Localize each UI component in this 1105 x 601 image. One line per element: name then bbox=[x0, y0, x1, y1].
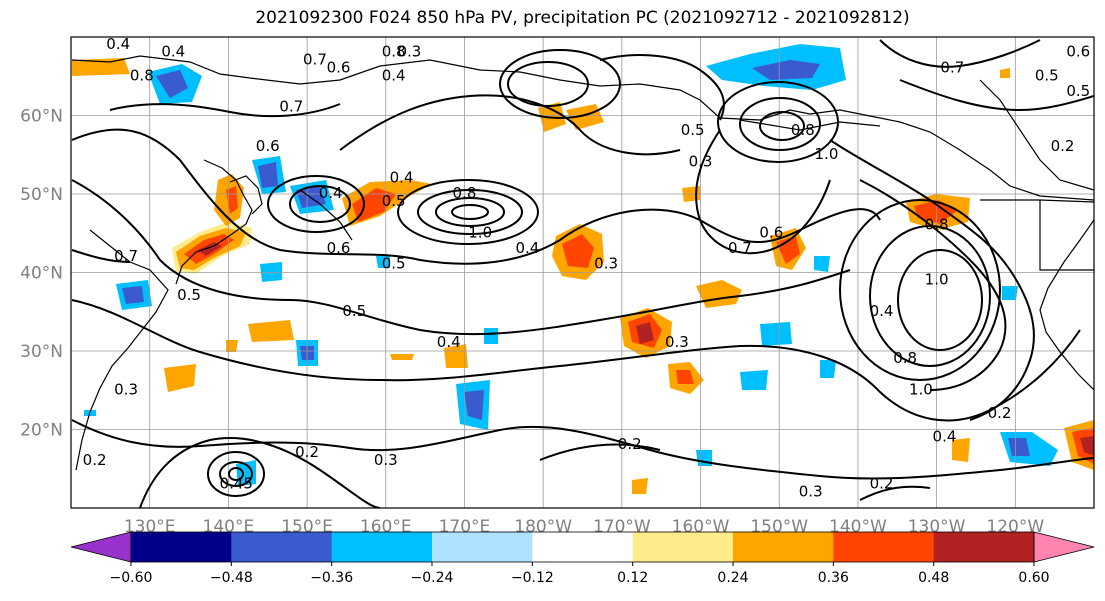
contour-label: 0.5 bbox=[1035, 66, 1059, 84]
latitude-label: 60°N bbox=[20, 107, 63, 127]
colorbar-segment bbox=[632, 532, 734, 562]
contour-label: 0.4 bbox=[515, 239, 539, 257]
contour-label: 0.4 bbox=[382, 66, 406, 84]
contour-label: 0.4 bbox=[106, 35, 130, 53]
contour-label: 0.8 bbox=[925, 215, 949, 233]
map-frame bbox=[70, 36, 1095, 509]
pv-contours bbox=[71, 39, 1094, 508]
colorbar-segment bbox=[432, 532, 533, 562]
contour-label: 0.3 bbox=[689, 153, 713, 171]
precipitation-shading bbox=[72, 44, 1094, 494]
colorbar-tick-label: 0.24 bbox=[717, 570, 748, 586]
colorbar-segment bbox=[933, 532, 1035, 562]
map-title: 2021092300 F024 850 hPa PV, precipitatio… bbox=[255, 8, 910, 28]
contour-label: 0.3 bbox=[799, 482, 823, 500]
coastlines bbox=[71, 55, 1094, 471]
latitude-label: 40°N bbox=[20, 264, 63, 284]
latitude-label: 20°N bbox=[20, 421, 63, 441]
contour-label: 0.6 bbox=[256, 137, 280, 155]
colorbar-extend-high bbox=[1033, 531, 1095, 563]
contour-label: 0.5 bbox=[177, 286, 201, 304]
contour-label: 0.8 bbox=[791, 121, 815, 139]
colorbar-segment bbox=[833, 532, 935, 562]
contour-label: 0.6 bbox=[327, 239, 351, 257]
colorbar-segment bbox=[733, 532, 834, 562]
contour-label: 0.2 bbox=[83, 451, 107, 469]
contour-label: 0.8 bbox=[130, 66, 154, 84]
contour-label: 1.0 bbox=[909, 380, 933, 398]
latitude-label: 50°N bbox=[20, 185, 63, 205]
contour-labels: 0.4 0.40.80.7 0.6 0.40.70.60.40.81.00.60.50… bbox=[83, 35, 1091, 500]
contour-label: 0.5 bbox=[382, 255, 406, 273]
contour-label: 0.3 bbox=[114, 380, 138, 398]
colorbar-tick-label: −0.36 bbox=[310, 570, 353, 586]
colorbar-tick-label: 0.36 bbox=[818, 570, 849, 586]
contour-label: 0.2 bbox=[870, 474, 894, 492]
contour-label: 0.3 bbox=[374, 451, 398, 469]
contour-label: 0.5 bbox=[1066, 82, 1090, 100]
contour-label: 0.7 bbox=[279, 98, 303, 116]
colorbar-tick-label: 0.60 bbox=[1018, 570, 1049, 586]
contour-label: 0.6 bbox=[759, 223, 783, 241]
contour-label: 0.3 bbox=[594, 255, 618, 273]
latitude-labels: 20°N 30°N 40°N 50°N 60°N bbox=[20, 107, 63, 441]
contour-label: 0.45 bbox=[220, 474, 253, 492]
contour-label: 0.4 bbox=[870, 302, 894, 320]
contour-label: 0.5 bbox=[382, 192, 406, 210]
colorbar-segment bbox=[331, 532, 433, 562]
colorbar: −0.60 −0.48 −0.36 −0.24 −0.12 0.12 0.24 0.36 0.4… bbox=[70, 531, 1095, 586]
contour-label: 0.5 bbox=[681, 121, 705, 139]
contour-label: 0.2 bbox=[618, 435, 642, 453]
colorbar-segment bbox=[131, 532, 232, 562]
colorbar-tick-label: 0.12 bbox=[617, 570, 648, 586]
contour-label: 0.8 bbox=[453, 184, 477, 202]
contour-label: 0.7 bbox=[114, 247, 138, 265]
colorbar-tick-label: −0.48 bbox=[210, 570, 253, 586]
latitude-label: 30°N bbox=[20, 342, 63, 362]
contour-label: 0.4 bbox=[933, 427, 957, 445]
colorbar-extend-low bbox=[70, 531, 132, 563]
colorbar-segment bbox=[532, 532, 634, 562]
contour-label: 0.3 bbox=[665, 333, 689, 351]
colorbar-outline bbox=[130, 531, 1035, 563]
contour-label: 0.3 bbox=[397, 43, 421, 61]
colorbar-tick-label: −0.24 bbox=[411, 570, 454, 586]
contour-label: 0.4 bbox=[161, 43, 185, 61]
contour-label: 0.2 bbox=[295, 443, 319, 461]
contour-label: 0.7 bbox=[303, 51, 327, 69]
contour-label: 1.0 bbox=[468, 223, 492, 241]
colorbar-segment bbox=[231, 532, 333, 562]
contour-label: 0.7 bbox=[940, 58, 964, 76]
colorbar-tick-label: −0.12 bbox=[511, 570, 554, 586]
contour-label: 0.4 bbox=[390, 168, 414, 186]
contour-label: 0.6 bbox=[1066, 43, 1090, 61]
contour-label: 1.0 bbox=[925, 270, 949, 288]
contour-label: 0.2 bbox=[988, 404, 1012, 422]
contour-label: 1.0 bbox=[815, 145, 839, 163]
contour-label: 0.8 bbox=[382, 43, 406, 61]
contour-label: 0.6 bbox=[327, 58, 351, 76]
colorbar-tick-label: 0.48 bbox=[918, 570, 949, 586]
contour-label: 0.4 bbox=[319, 184, 343, 202]
contour-label: 0.8 bbox=[893, 349, 917, 367]
contour-label: 0.2 bbox=[1051, 137, 1075, 155]
contour-label: 0.5 bbox=[342, 302, 366, 320]
colorbar-tick-label: −0.60 bbox=[110, 570, 153, 586]
contour-label: 0.4 bbox=[437, 333, 461, 351]
contour-label: 0.7 bbox=[728, 239, 752, 257]
